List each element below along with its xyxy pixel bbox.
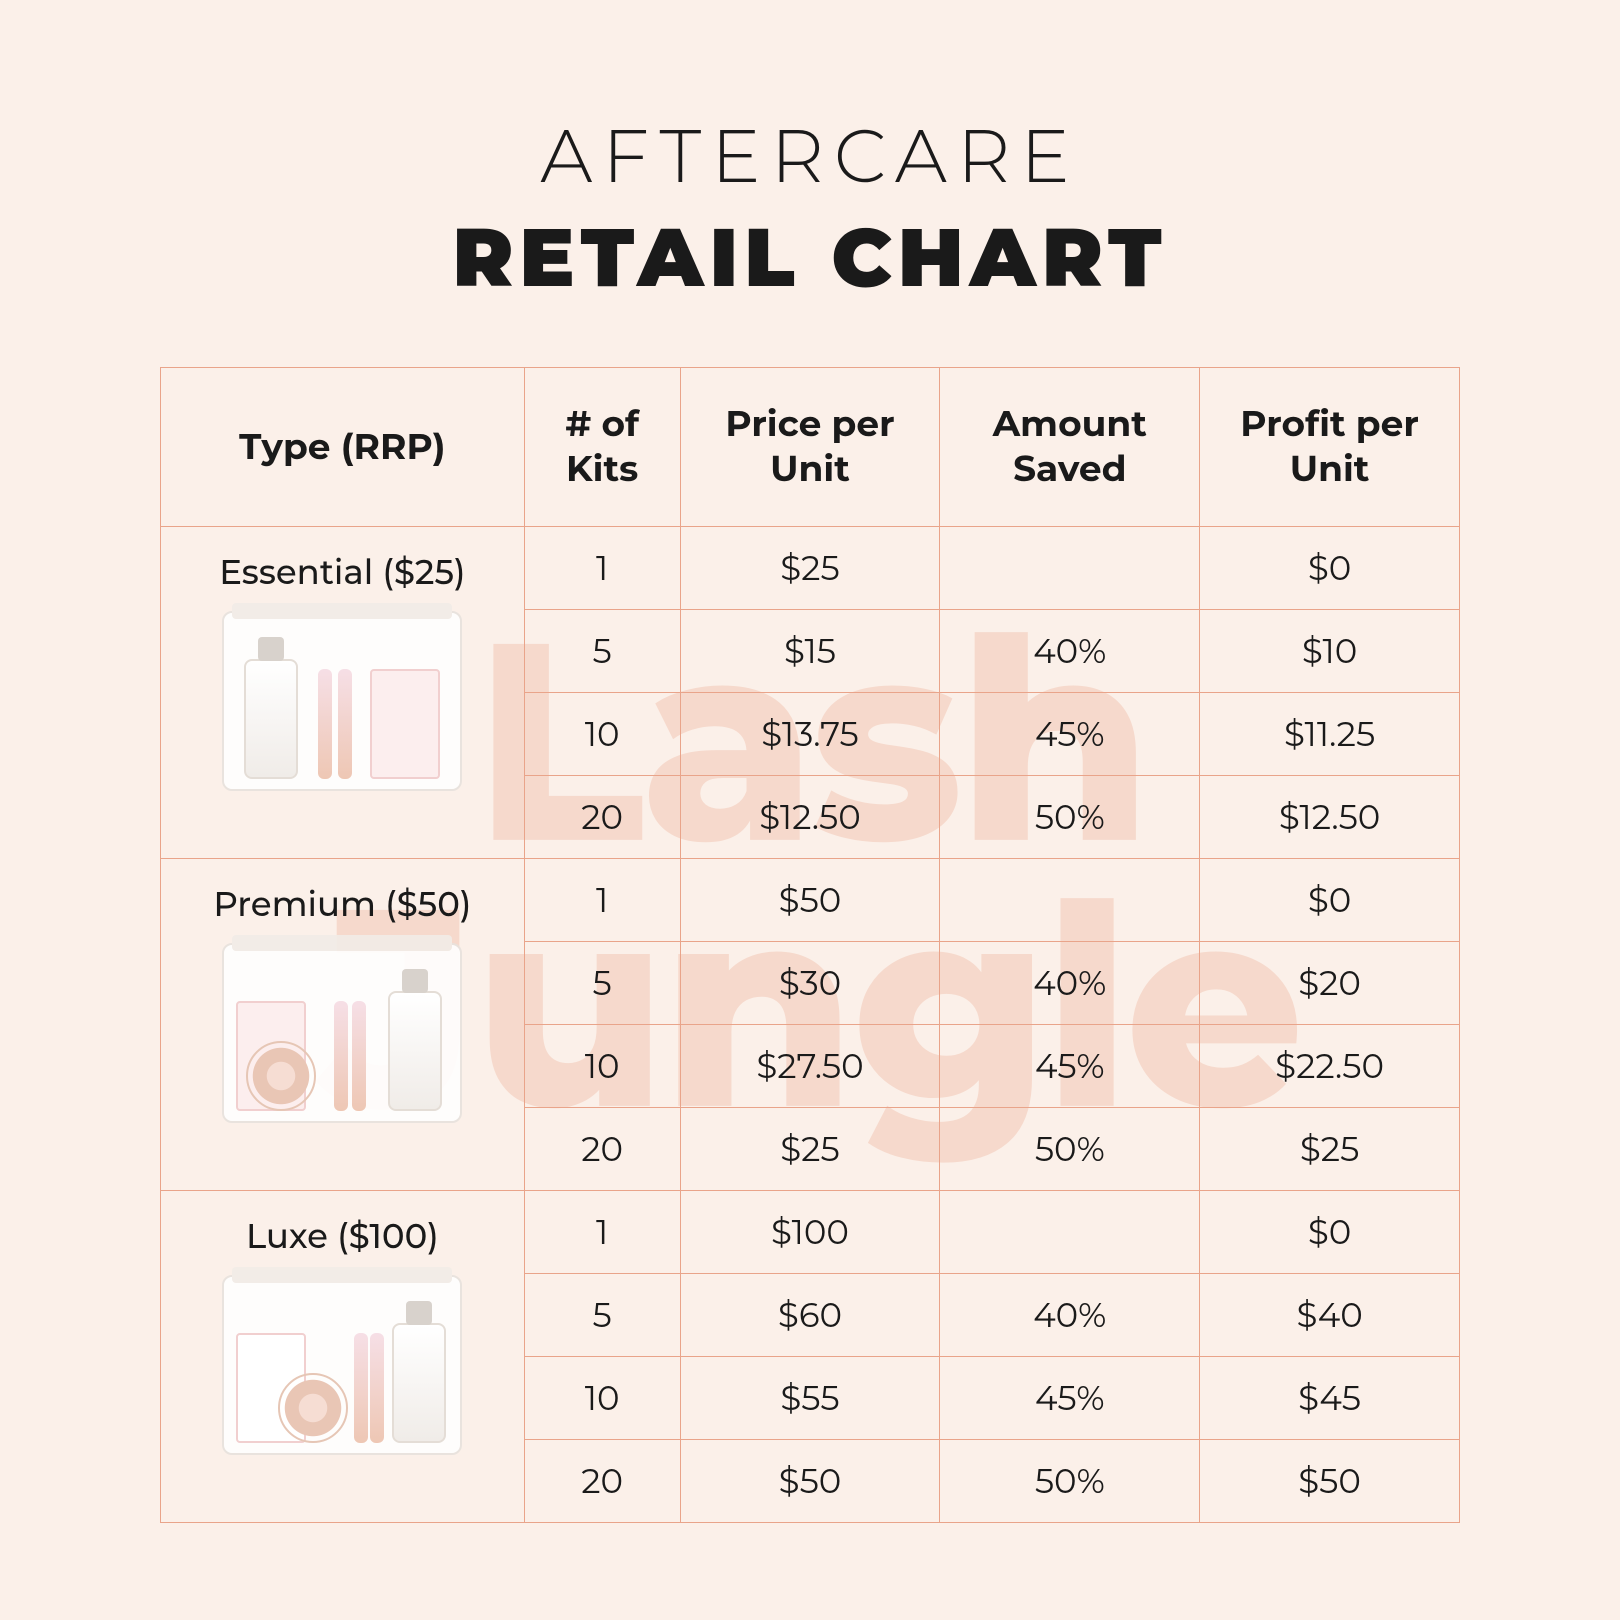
cell-kits: 20 — [524, 1108, 680, 1191]
type-label: Luxe ($100) — [175, 1215, 510, 1257]
cell-kits: 5 — [524, 942, 680, 1025]
cell-saved: 40% — [940, 942, 1200, 1025]
cell-kits: 10 — [524, 1357, 680, 1440]
cell-profit: $22.50 — [1200, 1025, 1460, 1108]
cell-profit: $12.50 — [1200, 776, 1460, 859]
cell-price: $60 — [680, 1274, 940, 1357]
type-label: Premium ($50) — [175, 883, 510, 925]
table-row: Premium ($50) 1 $50 $0 — [161, 859, 1460, 942]
product-image-icon — [222, 1275, 462, 1455]
cell-kits: 10 — [524, 693, 680, 776]
cell-saved: 40% — [940, 1274, 1200, 1357]
page: AFTERCARE RETAIL CHART Type (RRP) # of K… — [0, 0, 1620, 1620]
table-row: Essential ($25) 1 $25 $0 — [161, 527, 1460, 610]
cell-saved: 50% — [940, 776, 1200, 859]
cell-price: $13.75 — [680, 693, 940, 776]
cell-saved: 45% — [940, 693, 1200, 776]
col-header-kits: # of Kits — [524, 368, 680, 527]
cell-price: $100 — [680, 1191, 940, 1274]
cell-profit: $40 — [1200, 1274, 1460, 1357]
cell-kits: 20 — [524, 776, 680, 859]
title-line-1: AFTERCARE — [160, 110, 1460, 201]
cell-price: $30 — [680, 942, 940, 1025]
table-header-row: Type (RRP) # of Kits Price per Unit Amou… — [161, 368, 1460, 527]
col-header-type: Type (RRP) — [161, 368, 525, 527]
cell-kits: 5 — [524, 610, 680, 693]
cell-profit: $0 — [1200, 1191, 1460, 1274]
cell-saved: 50% — [940, 1108, 1200, 1191]
cell-profit: $45 — [1200, 1357, 1460, 1440]
cell-price: $50 — [680, 1440, 940, 1523]
cell-price: $27.50 — [680, 1025, 940, 1108]
type-cell-premium: Premium ($50) — [161, 859, 525, 1191]
cell-price: $25 — [680, 527, 940, 610]
cell-profit: $0 — [1200, 859, 1460, 942]
cell-saved — [940, 1191, 1200, 1274]
type-cell-essential: Essential ($25) — [161, 527, 525, 859]
cell-kits: 1 — [524, 1191, 680, 1274]
col-header-price: Price per Unit — [680, 368, 940, 527]
title-line-2: RETAIL CHART — [160, 207, 1460, 307]
type-cell-luxe: Luxe ($100) — [161, 1191, 525, 1523]
cell-saved — [940, 859, 1200, 942]
col-header-saved: Amount Saved — [940, 368, 1200, 527]
product-image-icon — [222, 943, 462, 1123]
cell-kits: 10 — [524, 1025, 680, 1108]
cell-saved: 50% — [940, 1440, 1200, 1523]
cell-profit: $25 — [1200, 1108, 1460, 1191]
title-block: AFTERCARE RETAIL CHART — [160, 110, 1460, 307]
cell-price: $15 — [680, 610, 940, 693]
cell-profit: $10 — [1200, 610, 1460, 693]
cell-profit: $20 — [1200, 942, 1460, 1025]
col-header-profit: Profit per Unit — [1200, 368, 1460, 527]
cell-saved: 40% — [940, 610, 1200, 693]
cell-saved — [940, 527, 1200, 610]
cell-price: $55 — [680, 1357, 940, 1440]
cell-kits: 1 — [524, 859, 680, 942]
retail-table: Type (RRP) # of Kits Price per Unit Amou… — [160, 367, 1460, 1523]
cell-kits: 5 — [524, 1274, 680, 1357]
cell-price: $12.50 — [680, 776, 940, 859]
table-row: Luxe ($100) 1 $100 $0 — [161, 1191, 1460, 1274]
type-label: Essential ($25) — [175, 551, 510, 593]
cell-profit: $11.25 — [1200, 693, 1460, 776]
cell-profit: $0 — [1200, 527, 1460, 610]
cell-price: $50 — [680, 859, 940, 942]
cell-saved: 45% — [940, 1357, 1200, 1440]
product-image-icon — [222, 611, 462, 791]
cell-saved: 45% — [940, 1025, 1200, 1108]
cell-price: $25 — [680, 1108, 940, 1191]
cell-profit: $50 — [1200, 1440, 1460, 1523]
cell-kits: 1 — [524, 527, 680, 610]
cell-kits: 20 — [524, 1440, 680, 1523]
